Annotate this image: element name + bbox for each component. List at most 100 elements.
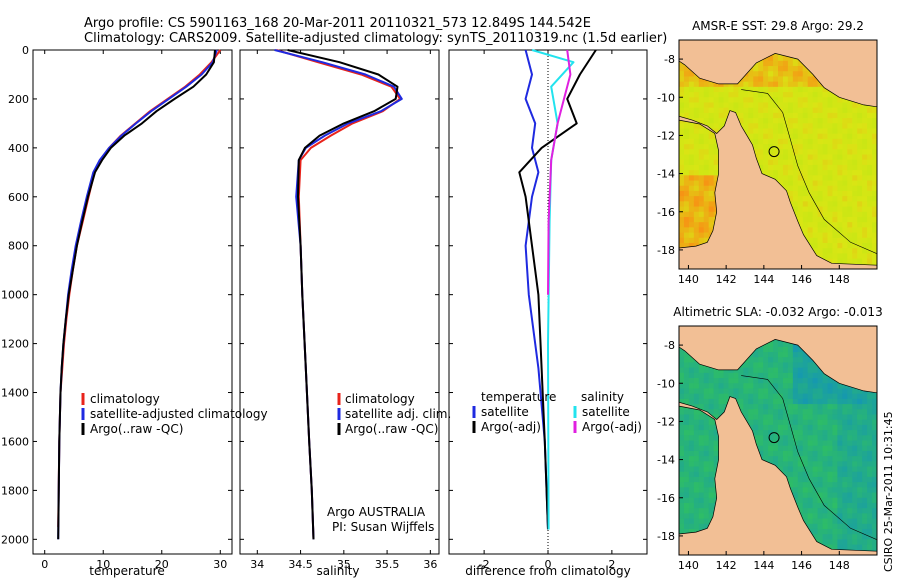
map-cell (718, 409, 725, 416)
map-cell (822, 409, 829, 416)
map-cell (753, 435, 759, 442)
map-cell (713, 112, 720, 119)
map-cell (797, 383, 804, 390)
map-cell (847, 523, 853, 530)
map-cell (807, 206, 814, 213)
map-cell (693, 508, 700, 514)
map-cell (847, 196, 853, 202)
map-cell (802, 502, 809, 509)
map-cell (698, 508, 705, 514)
map-cell (688, 528, 695, 535)
map-cell (758, 97, 764, 104)
map-cell (817, 445, 824, 452)
map-cell (743, 362, 749, 369)
map-cell (852, 419, 858, 426)
map-cell (857, 170, 863, 176)
map-cell (867, 248, 873, 254)
map-cell (698, 476, 705, 483)
map-cell (867, 456, 873, 462)
map-cell (827, 185, 834, 192)
map-cell (832, 461, 838, 468)
map-cell (817, 159, 824, 166)
legend-label-climatology: climatology (90, 392, 160, 406)
map-cell (679, 388, 685, 395)
map-cell (683, 487, 690, 494)
map-cell (773, 398, 779, 405)
map-cell (708, 476, 715, 483)
map-cell (842, 149, 848, 156)
map-cell (867, 482, 873, 488)
map-cell (857, 482, 863, 488)
map-cell (857, 138, 863, 145)
map-cell (852, 523, 858, 530)
x-tick-label: 34 (250, 558, 264, 571)
map-cell (812, 185, 819, 192)
map-cell (683, 206, 690, 213)
map-cell (812, 502, 819, 509)
map-cell (698, 175, 705, 182)
map-cell (683, 144, 690, 150)
map-cell (748, 138, 754, 145)
map-cell (768, 435, 774, 442)
map-cell (822, 149, 829, 156)
map-cell (758, 362, 764, 369)
map-cell (847, 258, 853, 265)
map-cell (827, 170, 834, 176)
map-cell (782, 435, 789, 442)
map-cell (792, 175, 799, 182)
map-cell (847, 149, 853, 156)
map-cell (822, 92, 829, 98)
map-cell (802, 393, 809, 400)
map-cell (708, 149, 715, 156)
map-cell (807, 128, 814, 135)
map-cell (703, 81, 710, 88)
sst-land (679, 40, 877, 269)
map-cell (822, 170, 829, 176)
map-cell (683, 227, 690, 234)
map-cell (867, 206, 873, 213)
map-cell (832, 175, 838, 182)
map-cell (782, 430, 789, 436)
map-cell (807, 393, 814, 400)
map-cell (688, 170, 695, 176)
map-cell (693, 175, 700, 182)
map-cell (812, 175, 819, 182)
map-cell (812, 97, 819, 104)
map-cell (698, 445, 705, 452)
map-cell (807, 71, 814, 78)
map-cell (837, 242, 843, 249)
map-cell (693, 482, 700, 488)
map-cell (773, 154, 779, 161)
map-cell (797, 398, 804, 405)
map-cell (862, 232, 868, 239)
map-cell (782, 60, 789, 67)
map-cell (753, 76, 759, 83)
map-cell (703, 398, 710, 405)
map-cell (782, 388, 789, 395)
map-cell (872, 258, 877, 265)
map-cell (738, 102, 744, 109)
map-cell (743, 398, 749, 405)
map-cell (842, 398, 848, 405)
map-cell (817, 502, 824, 509)
map-cell (768, 159, 774, 166)
map-cell (693, 211, 700, 218)
map-cell (768, 76, 774, 83)
map-cell (688, 97, 695, 104)
map-cell (852, 450, 858, 457)
map-cell (812, 435, 819, 442)
map-cell (852, 461, 858, 468)
map-cell (763, 144, 769, 150)
map-cell (713, 175, 720, 182)
map-cell (679, 123, 685, 130)
y-tick-label: 1800 (1, 484, 29, 497)
map-cell (753, 398, 759, 405)
map-cell (797, 118, 804, 124)
map-cell (802, 440, 809, 447)
map-cell (748, 362, 754, 369)
map-cell (758, 107, 764, 114)
map-cell (693, 492, 700, 499)
map-cell (812, 92, 819, 98)
map-cell (768, 149, 774, 156)
map-cell (797, 92, 804, 98)
